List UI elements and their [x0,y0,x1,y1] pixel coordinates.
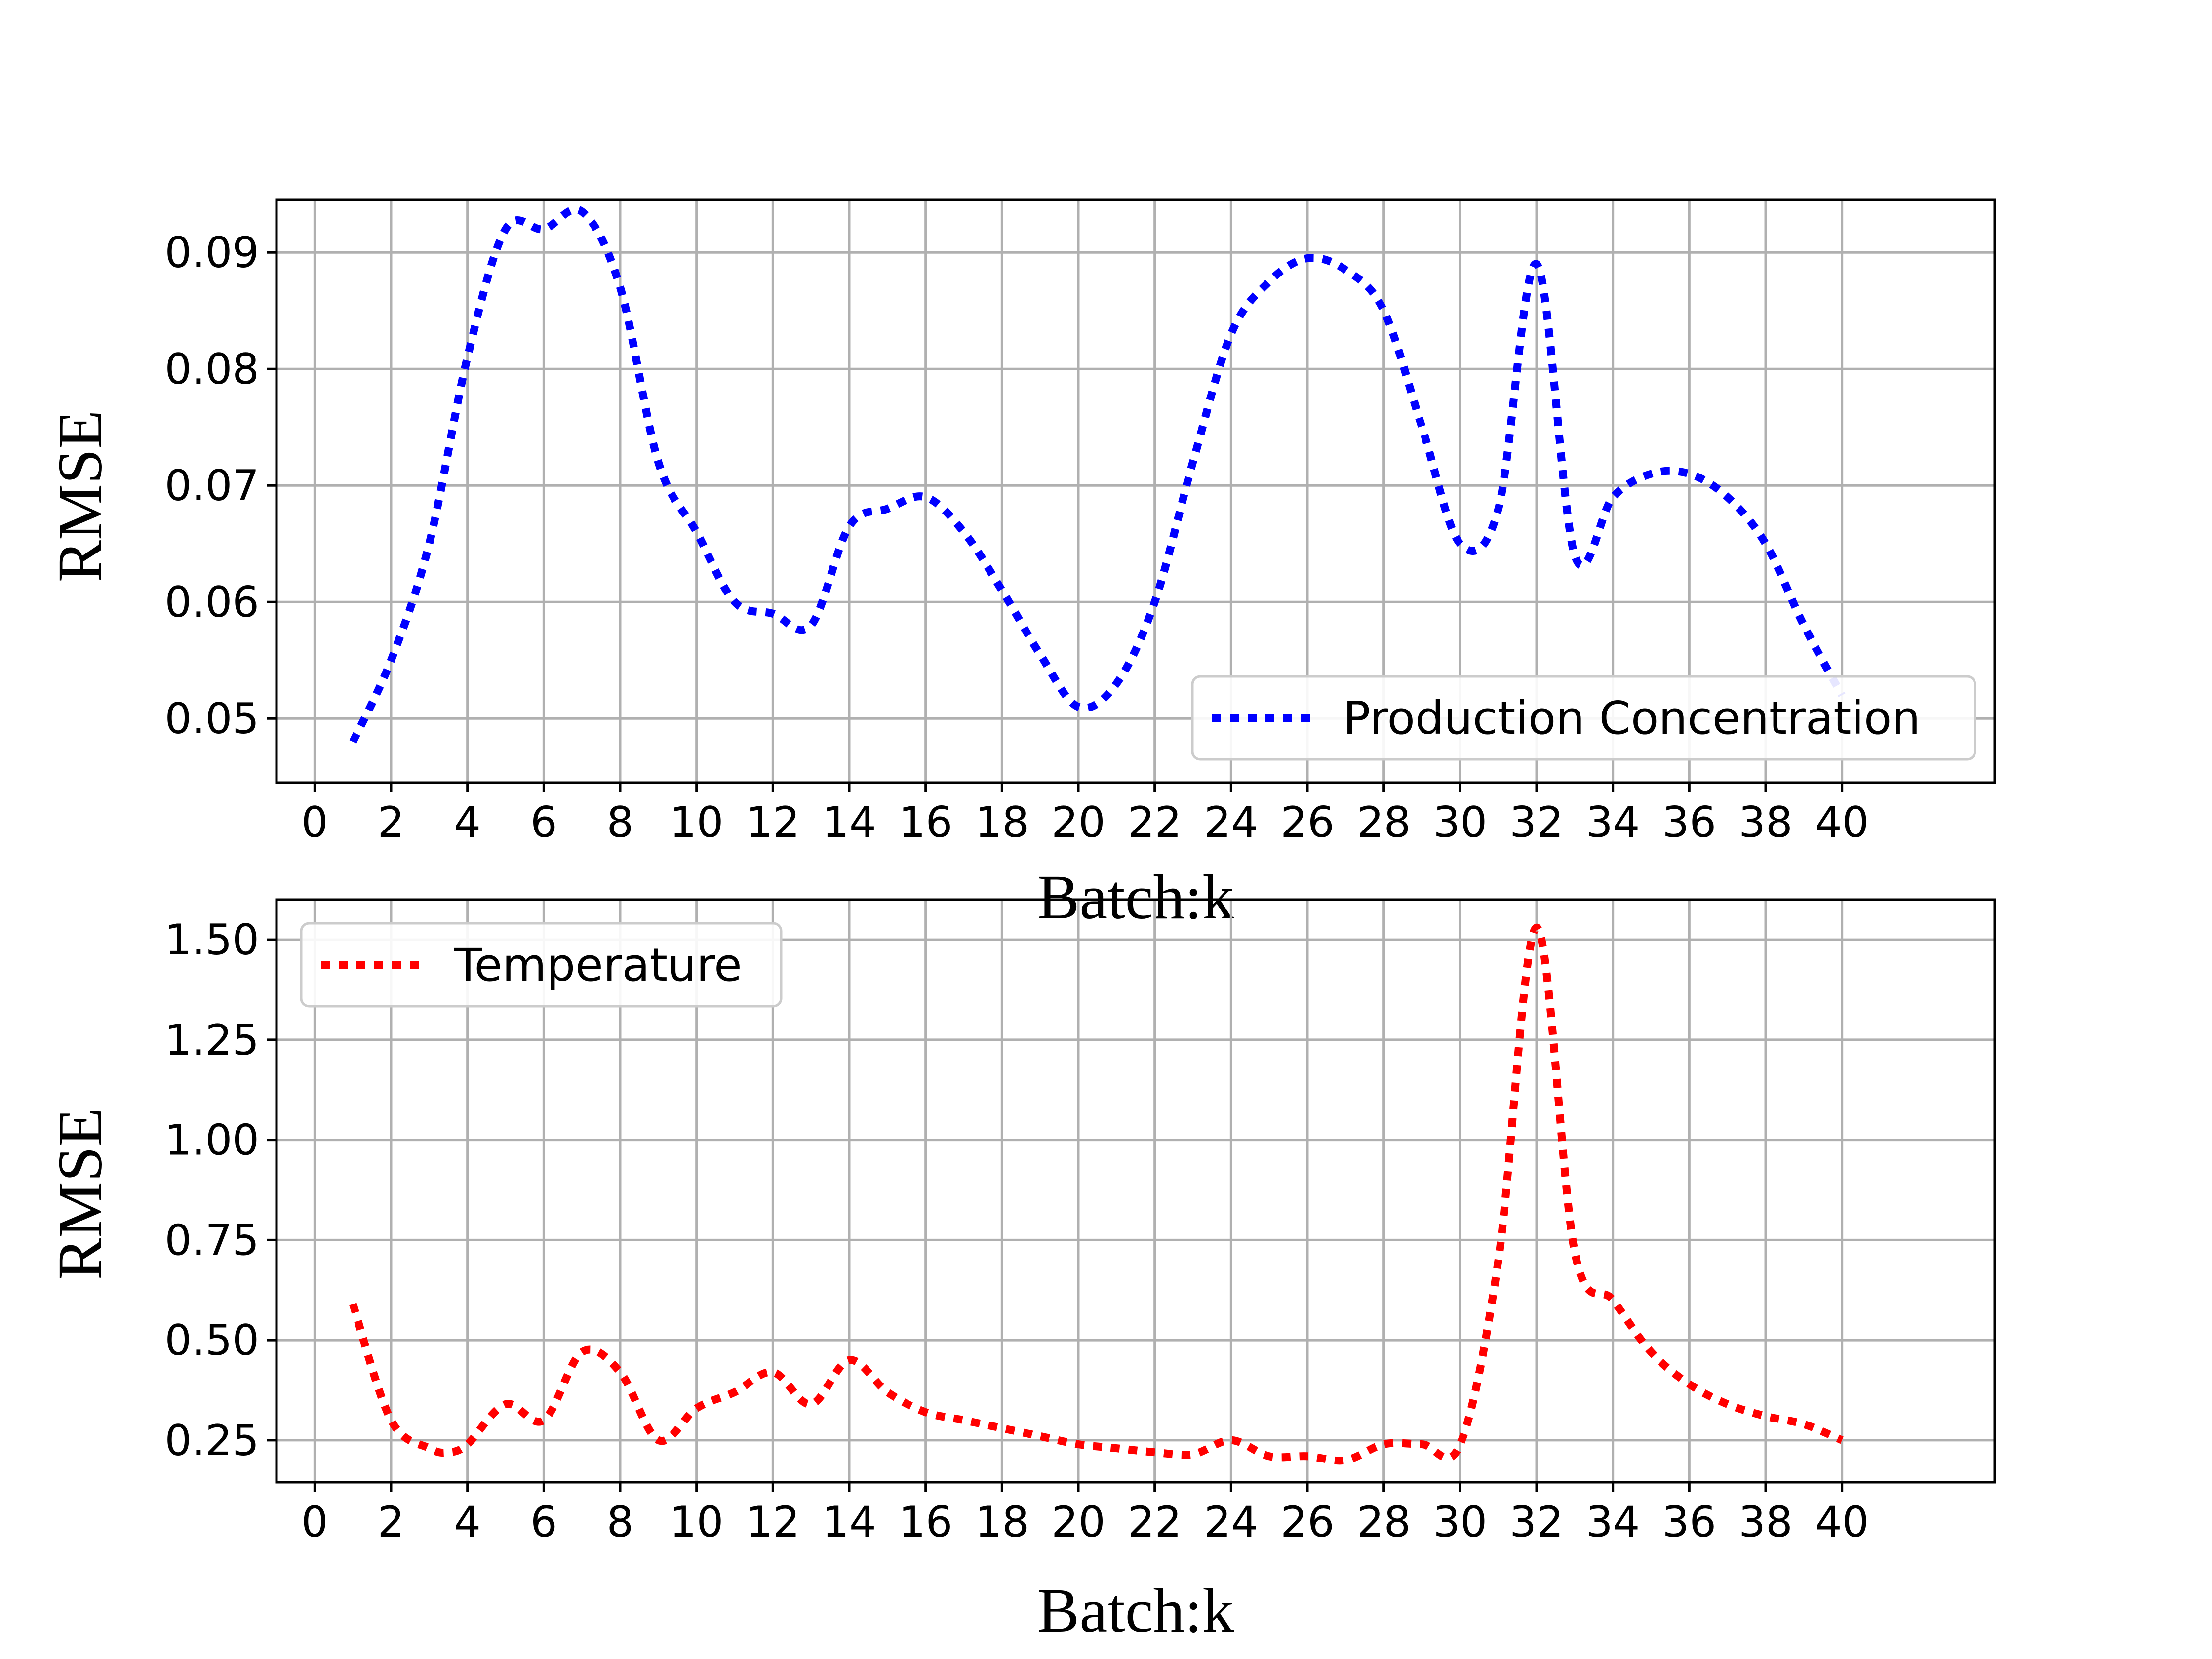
top-chart-xlabel: Batch:k [1037,862,1234,932]
bottom-xtick-label: 22 [1128,1498,1182,1547]
top-xtick-label: 18 [975,798,1029,847]
top-chart-panel: 0 2 4 6 8 10 12 14 16 18 20 22 24 26 28 30 32 34 36 38 400.0… [45,198,1996,932]
bottom-legend-box [300,922,783,1008]
top-xtick-label: 2 [378,798,405,847]
top-xtick-label: 20 [1051,798,1105,847]
top-xtick-label: 26 [1280,798,1334,847]
top-ytick-label: 0.07 [165,461,259,511]
top-chart-series [349,205,1846,744]
top-xtick-label: 36 [1662,798,1716,847]
bottom-ytick-label: 0.25 [165,1416,259,1465]
top-xtick-label: 28 [1357,798,1411,847]
bottom-xtick-label: 8 [607,1498,634,1547]
bottom-ytick-label: 0.75 [165,1216,259,1265]
bottom-chart-frame [275,898,1996,1484]
top-xtick-label: 12 [746,798,800,847]
top-xtick-label: 8 [607,798,634,847]
bottom-xtick-label: 26 [1280,1498,1334,1547]
bottom-xtick-label: 36 [1662,1498,1716,1547]
top-xtick-label: 14 [822,798,876,847]
bottom-chart-ylabel: RMSE [45,1108,115,1280]
top-xtick-label: 32 [1509,798,1563,847]
top-xtick-label: 24 [1204,798,1258,847]
bottom-xtick-label: 6 [530,1498,557,1547]
top-legend-box [1191,675,1976,761]
top-ytick-label: 0.08 [165,345,259,394]
top-chart-frame [275,198,1996,784]
bottom-xtick-label: 2 [378,1498,405,1547]
bottom-xtick-label: 16 [899,1498,952,1547]
bottom-xtick-label: 34 [1586,1498,1640,1547]
bottom-chart-legend: Temperature [300,922,783,1008]
top-chart-ticks: 0 2 4 6 8 10 12 14 16 18 20 22 24 26 28 30 32 34 36 38 400.0… [165,228,1869,847]
bottom-xtick-label: 20 [1051,1498,1105,1547]
bottom-chart-xlabel: Batch:k [1037,1576,1234,1646]
bottom-chart-series [349,923,1844,1465]
top-xtick-label: 22 [1128,798,1182,847]
bottom-chart-panel: 0 2 4 6 8 10 12 14 16 18 20 22 24 26 28 30 32 34 36 38 400.2… [45,898,1996,1646]
top-ytick-label: 0.09 [165,228,259,277]
top-chart-ylabel: RMSE [45,410,115,583]
bottom-xtick-label: 10 [670,1498,723,1547]
bottom-chart-ticks: 0 2 4 6 8 10 12 14 16 18 20 22 24 26 28 30 32 34 36 38 400.2… [165,915,1869,1547]
top-ytick-label: 0.05 [165,694,259,744]
bottom-xtick-label: 32 [1509,1498,1563,1547]
top-legend-label: Production Concentration [1343,692,1921,745]
bottom-ytick-label: 1.50 [165,915,259,965]
bottom-xtick-label: 30 [1433,1498,1487,1547]
top-xtick-label: 0 [301,798,328,847]
bottom-legend-label: Temperature [454,939,742,991]
bottom-xtick-label: 24 [1204,1498,1258,1547]
bottom-ytick-label: 0.50 [165,1316,259,1365]
bottom-xtick-label: 4 [454,1498,481,1547]
bottom-ytick-label: 1.00 [165,1116,259,1165]
bottom-series-line-0 [349,923,1844,1465]
bottom-xtick-label: 14 [822,1498,876,1547]
top-xtick-label: 30 [1433,798,1487,847]
top-xtick-label: 10 [670,798,723,847]
top-xtick-label: 16 [899,798,952,847]
top-xtick-label: 38 [1738,798,1792,847]
bottom-xtick-label: 40 [1815,1498,1869,1547]
bottom-xtick-label: 38 [1738,1498,1792,1547]
bottom-ytick-label: 1.25 [165,1016,259,1065]
top-chart-legend: Production Concentration [1191,675,1976,761]
top-xtick-label: 4 [454,798,481,847]
top-ytick-label: 0.06 [165,578,259,627]
bottom-xtick-label: 0 [301,1498,328,1547]
top-xtick-label: 6 [530,798,557,847]
top-xtick-label: 40 [1815,798,1869,847]
bottom-xtick-label: 18 [975,1498,1029,1547]
top-xtick-label: 34 [1586,798,1640,847]
bottom-xtick-label: 28 [1357,1498,1411,1547]
bottom-xtick-label: 12 [746,1498,800,1547]
